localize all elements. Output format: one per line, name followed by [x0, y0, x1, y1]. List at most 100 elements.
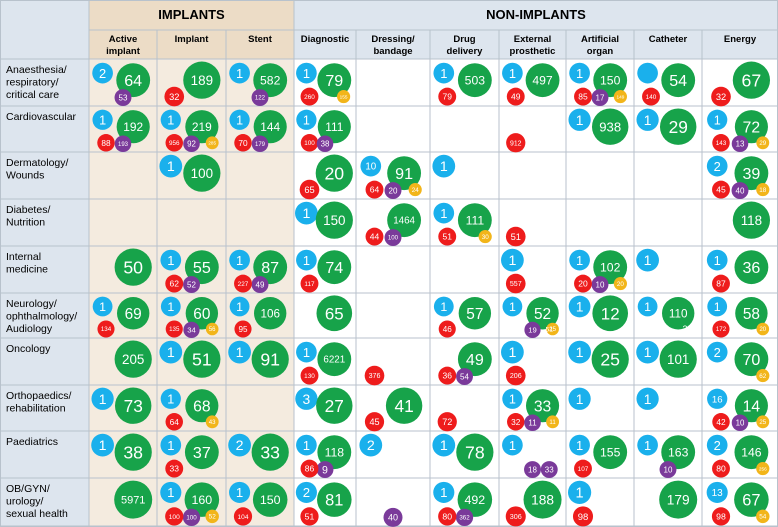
bubble-yellow: [756, 136, 770, 150]
bubble-green: [117, 297, 150, 330]
bubble-blue: [159, 154, 183, 178]
bubble-green: [317, 63, 352, 98]
bubble-green: [385, 387, 423, 424]
bubble-label: 1: [236, 66, 243, 81]
bubble-blue: [707, 388, 728, 409]
row-label-line: ophthalmology/: [6, 311, 77, 323]
bubble-label: 492: [465, 493, 486, 507]
row-label: OB/GYN/urology/sexual health: [6, 483, 68, 520]
row-label-line: sexual health: [6, 508, 68, 520]
column-header: Dressing/bandage: [371, 34, 415, 57]
row-label-line: medicine: [6, 264, 48, 276]
bubble-green: [254, 297, 287, 330]
bubble-label: 155: [340, 94, 348, 99]
bubble-green: [183, 340, 221, 378]
row-label: Neurology/ophthalmology/Audiology: [6, 298, 77, 335]
bubble-label: 110: [669, 307, 688, 320]
bubble-label: 938: [599, 119, 621, 134]
bubble-label: 51: [443, 232, 453, 242]
bubble-red: [364, 412, 385, 432]
bubble-green: [114, 248, 152, 286]
bubble-label: 1: [167, 159, 175, 175]
bubble-red: [165, 413, 183, 431]
bubble-label: 1: [508, 345, 516, 361]
bubble-label: 1: [303, 438, 310, 453]
row-label: Paediatrics: [6, 436, 58, 448]
bubble-label: 1: [644, 391, 652, 407]
bubble-label: 106: [260, 307, 280, 320]
bubble-green: [316, 387, 353, 424]
bubble-label: 98: [716, 512, 726, 522]
bubble-label: 45: [369, 417, 379, 427]
bubble-label: 13: [712, 488, 724, 499]
bubble-green: [185, 110, 219, 144]
bubble-red: [438, 366, 457, 385]
bubble-label: 32: [169, 92, 179, 102]
bubble-label: 1: [509, 438, 516, 453]
bubble-label: 1: [236, 113, 243, 127]
bubble-blue: [707, 296, 728, 317]
bubble-label: 192: [123, 120, 143, 134]
bubble-label: 2: [99, 66, 106, 81]
column-header: Artificial organ: [581, 34, 619, 57]
bubble-green: [253, 250, 288, 285]
bubble-yellow: [205, 509, 219, 524]
bubble-label: 1: [303, 66, 310, 81]
bubble-purple: [114, 135, 132, 152]
bubble-blue: [707, 109, 728, 130]
bubble-label: 150: [323, 213, 345, 228]
bubble-blue: [228, 433, 251, 457]
bubble-label: 1: [576, 345, 584, 361]
bubble-label: 227: [238, 281, 249, 288]
bubble-label: 503: [465, 74, 486, 88]
bubble-yellow: [546, 415, 560, 429]
column-header-line: Implant: [175, 34, 210, 45]
bubble-label: 62: [759, 373, 767, 380]
bubble-blue: [706, 155, 728, 177]
bubble-yellow: [205, 415, 219, 429]
row-label-line: rehabilitation: [6, 403, 66, 415]
bubble-blue: [228, 340, 251, 364]
bubble-label: 42: [716, 417, 726, 427]
bubble-label: 37: [193, 444, 211, 462]
bubble-green: [591, 340, 629, 378]
bubble-blue: [432, 433, 456, 457]
bubble-yellow: [756, 369, 770, 383]
bubble-red: [234, 320, 252, 338]
bubble-label: 1: [440, 438, 448, 454]
bubble-label: 122: [255, 95, 266, 102]
row-label-line: Oncology: [6, 343, 51, 355]
column-header-line: prosthetic: [510, 46, 556, 57]
bubble-label: 1: [644, 253, 652, 269]
bubble-green: [659, 480, 698, 519]
bubble-green: [457, 482, 493, 517]
bubble-label: 117: [304, 281, 315, 288]
bubble-label: 912: [510, 140, 522, 147]
bubble-label: 52: [534, 306, 551, 323]
row-label-line: Diabetes/: [6, 204, 50, 216]
bubble-blue: [229, 109, 250, 130]
bubble-blue: [636, 387, 659, 410]
bubble-blue: [295, 201, 318, 225]
bubble-blue: [706, 341, 728, 363]
bubble-purple: [659, 461, 677, 479]
bubble-label: 149: [616, 94, 624, 99]
bubble-label: 41: [394, 396, 413, 416]
bubble-label: 118: [741, 213, 762, 228]
bubble-purple: [524, 414, 541, 431]
bubble-label: 2: [303, 485, 310, 500]
bubble-blue: [568, 295, 591, 318]
bubble-label: 3: [303, 391, 311, 407]
bubble-label: 193: [118, 142, 129, 148]
column-header-line: Catheter: [649, 34, 688, 45]
column-header-line: Active: [109, 34, 138, 45]
bubble-blue: [568, 108, 591, 131]
bubble-green: [183, 154, 221, 192]
bubble-label: 68: [193, 398, 211, 415]
row-label-line: OB/GYN/: [6, 483, 50, 495]
bubble-green: [734, 435, 769, 470]
bubble-label: 1: [644, 112, 652, 128]
bubble-label: 72: [743, 119, 760, 136]
bubble-purple: [731, 135, 749, 152]
bubble-blue: [433, 62, 455, 84]
